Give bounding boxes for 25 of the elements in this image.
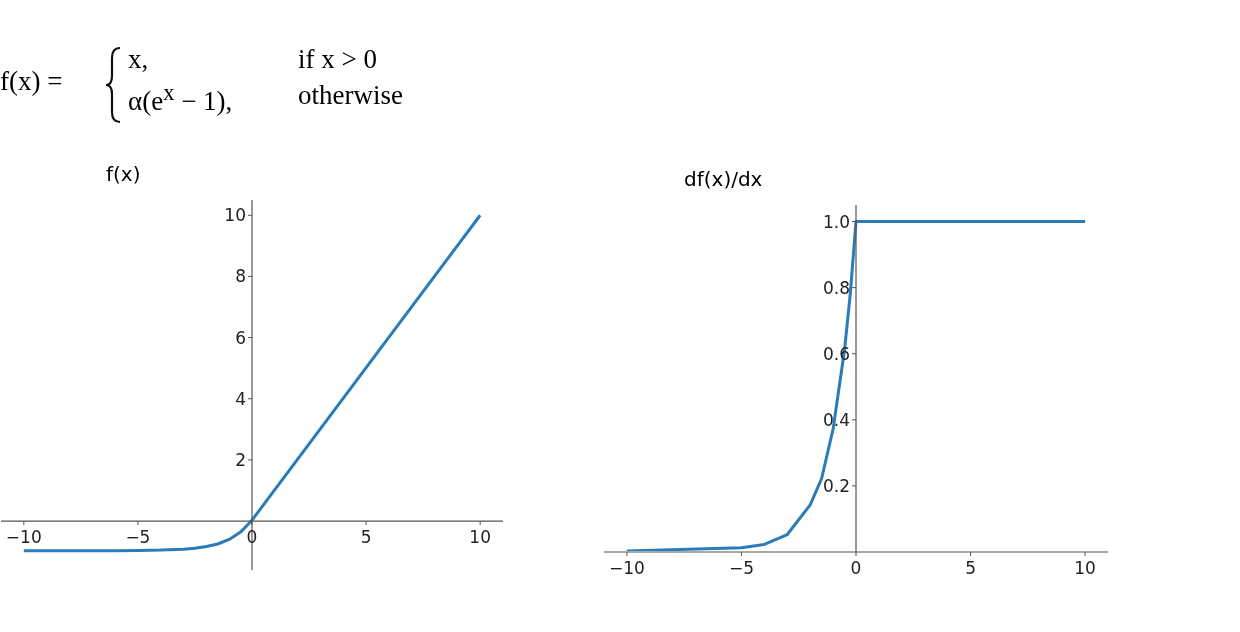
y-tick-label: 8 bbox=[235, 266, 246, 287]
x-tick-label: 5 bbox=[360, 527, 372, 548]
text: if x > 0 bbox=[298, 44, 377, 75]
text: f(x) = bbox=[0, 66, 63, 97]
y-tick-label: 0.2 bbox=[822, 475, 850, 496]
y-tick-label: 6 bbox=[235, 327, 246, 348]
y-tick-label: 1.0 bbox=[822, 211, 850, 232]
chart-title: df(x)/dx bbox=[684, 167, 763, 191]
y-tick-label: 0.8 bbox=[822, 277, 850, 298]
x-tick-label: −10 bbox=[5, 527, 42, 548]
y-tick-label: 4 bbox=[235, 388, 246, 409]
x-tick-label: 0 bbox=[850, 558, 862, 578]
x-tick-label: −5 bbox=[728, 558, 754, 578]
chart-title: f(x) bbox=[106, 162, 141, 186]
x-tick-label: 5 bbox=[965, 558, 976, 578]
x-tick-label: −5 bbox=[125, 527, 151, 548]
text: otherwise bbox=[298, 80, 403, 111]
x-tick-label: −10 bbox=[608, 558, 645, 578]
text: α(e$^{x}$ − 1), bbox=[128, 80, 233, 117]
x-tick-label: 10 bbox=[1074, 558, 1096, 578]
y-tick-label: 10 bbox=[224, 205, 246, 226]
text: x, bbox=[128, 44, 149, 75]
x-tick-label: 0 bbox=[246, 527, 258, 548]
y-tick-label: 2 bbox=[235, 449, 246, 470]
x-tick-label: 10 bbox=[469, 527, 491, 548]
